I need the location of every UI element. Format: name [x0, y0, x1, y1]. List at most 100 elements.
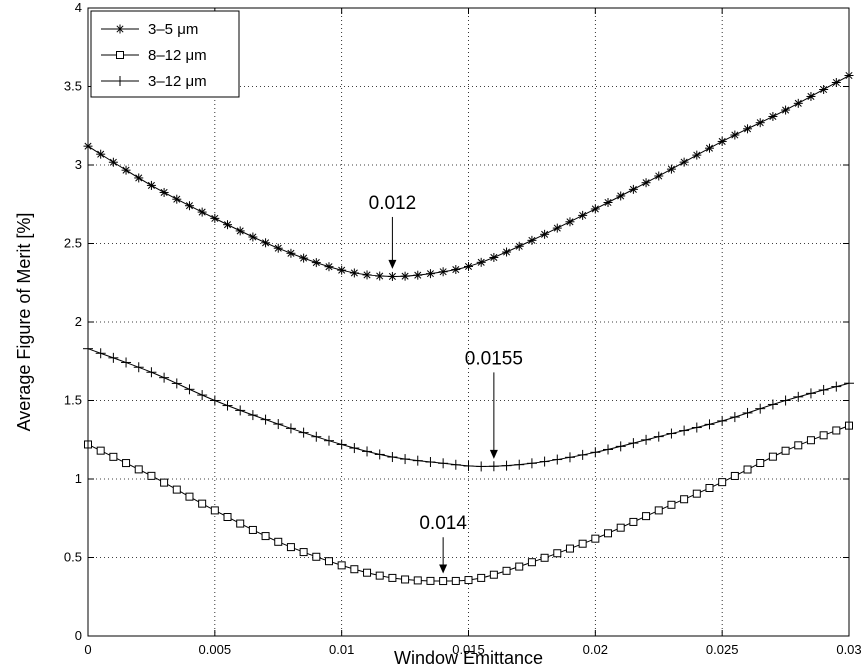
data-point: [412, 455, 423, 466]
data-point: [413, 270, 423, 280]
data-point: [615, 441, 626, 452]
data-point: [323, 435, 334, 446]
y-tick-labels: 0 0.5 1 1.5 2 2.5 3 3.5 4: [64, 0, 82, 643]
data-point: [755, 403, 766, 414]
data-point: [236, 519, 245, 528]
data-point: [743, 465, 752, 474]
data-point: [515, 562, 524, 571]
data-point: [540, 229, 550, 239]
data-point: [425, 457, 436, 468]
data-point: [337, 561, 346, 570]
data-point: [628, 438, 639, 449]
data-point: [121, 165, 131, 175]
data-point: [667, 500, 676, 509]
data-point: [134, 173, 144, 183]
x-axis-label: Window Emittance: [394, 648, 543, 668]
data-point: [654, 506, 663, 515]
data-point: [197, 390, 208, 401]
y-tick-label: 2: [75, 314, 82, 329]
data-point: [691, 422, 702, 433]
data-point: [235, 226, 245, 236]
legend-label: 3–5 μm: [148, 21, 198, 38]
data-point: [552, 223, 562, 233]
y-tick-label: 0: [75, 628, 82, 643]
data-point: [324, 262, 334, 272]
data-point: [312, 552, 321, 561]
data-point: [261, 532, 270, 541]
data-point: [260, 414, 271, 425]
data-point: [349, 268, 359, 278]
data-point: [642, 512, 651, 521]
data-point: [273, 243, 283, 253]
legend-box: [90, 10, 240, 98]
legend-label: 8–12 μm: [148, 47, 207, 64]
data-point: [756, 459, 765, 468]
data-point: [629, 517, 638, 526]
data-point: [451, 265, 461, 275]
data-point: [438, 458, 449, 469]
data-point: [565, 217, 575, 227]
data-point: [108, 157, 118, 167]
data-point: [705, 483, 714, 492]
data-point: [794, 441, 803, 450]
data-point: [349, 443, 360, 454]
data-point: [489, 570, 498, 579]
data-point: [590, 447, 601, 458]
data-point: [248, 232, 258, 242]
data-point: [666, 164, 676, 174]
y-axis-label: Average Figure of Merit [%]: [14, 213, 34, 432]
data-point: [172, 485, 181, 494]
data-point: [526, 458, 537, 469]
annotation-arrow-head: [388, 259, 397, 269]
data-point: [134, 465, 143, 474]
data-point: [450, 459, 461, 470]
data-point: [680, 495, 689, 504]
data-point: [286, 248, 296, 258]
legend-entry: 8–12 μm: [101, 47, 207, 64]
data-point: [146, 180, 156, 190]
data-point: [616, 523, 625, 532]
data-point: [336, 439, 347, 450]
data-point: [692, 489, 701, 498]
legend-marker: [115, 24, 125, 34]
data-point: [223, 513, 232, 522]
data-point: [374, 449, 385, 460]
data-point: [591, 534, 600, 543]
data-point: [718, 478, 727, 487]
data-point: [273, 419, 284, 430]
data-point: [247, 410, 258, 421]
data-point: [299, 253, 309, 263]
data-point: [362, 270, 372, 280]
data-point: [603, 444, 614, 455]
data-point: [121, 357, 132, 368]
axis-ticks: [87, 7, 850, 637]
data-point: [299, 548, 308, 557]
data-point: [742, 407, 753, 418]
data-point: [806, 91, 816, 101]
data-point: [805, 388, 816, 399]
data-point: [222, 400, 233, 411]
data-point: [160, 478, 169, 487]
x-tick-label: 0.01: [329, 642, 354, 657]
data-point: [210, 213, 220, 223]
data-point: [96, 446, 105, 455]
data-point: [831, 78, 841, 88]
data-point: [401, 575, 410, 584]
data-point: [439, 577, 448, 586]
data-point: [172, 194, 182, 204]
data-point: [730, 130, 740, 140]
data-point: [666, 428, 677, 439]
data-point: [171, 378, 182, 389]
annotation-label: 0.0155: [465, 348, 523, 369]
data-point: [729, 412, 740, 423]
data-point: [679, 425, 690, 436]
data-point: [565, 544, 574, 553]
data-point: [476, 461, 487, 472]
data-point: [768, 111, 778, 121]
data-point: [146, 367, 157, 378]
data-point: [527, 558, 536, 567]
legend: 3–5 μm 8–12 μm 3–12 μm: [90, 10, 240, 98]
data-point: [628, 184, 638, 194]
